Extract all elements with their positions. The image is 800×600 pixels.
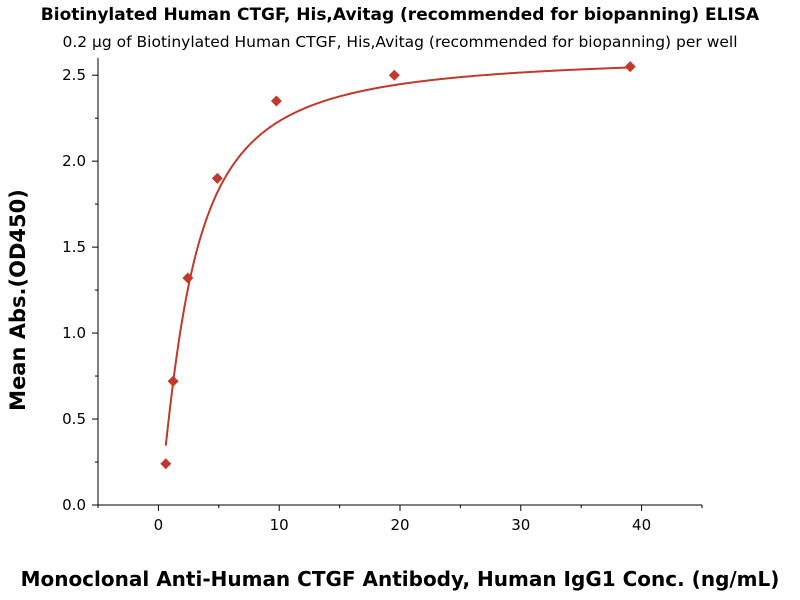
data-point <box>182 272 194 284</box>
data-point <box>160 458 172 470</box>
x-axis-title: Monoclonal Anti-Human CTGF Antibody, Hum… <box>21 567 780 591</box>
y-tick-label: 2.5 <box>62 66 86 84</box>
y-tick-label: 1.5 <box>62 238 86 256</box>
data-point <box>270 95 282 107</box>
data-point <box>388 69 400 81</box>
x-tick-label: 10 <box>270 516 289 534</box>
y-axis-title: Mean Abs.(OD450) <box>6 189 30 411</box>
ticks: 0.0 0.5 1.0 1.5 2.0 2.5 0 10 20 30 40 <box>62 66 703 534</box>
chart-subtitle: 0.2 μg of Biotinylated Human CTGF, His,A… <box>62 33 738 51</box>
x-tick-label: 0 <box>154 516 164 534</box>
data-point <box>211 172 223 184</box>
data-point <box>167 375 179 387</box>
x-tick-label: 30 <box>511 516 530 534</box>
x-tick-label: 40 <box>632 516 651 534</box>
data-point <box>624 61 636 73</box>
y-tick-label: 0.5 <box>62 410 86 428</box>
y-tick-label: 0.0 <box>62 496 86 514</box>
x-tick-label: 20 <box>390 516 409 534</box>
fit-curve <box>164 66 631 446</box>
chart-title: Biotinylated Human CTGF, His,Avitag (rec… <box>40 5 760 25</box>
y-tick-label: 1.0 <box>62 324 86 342</box>
data-points <box>160 61 636 470</box>
y-tick-label: 2.0 <box>62 152 86 170</box>
